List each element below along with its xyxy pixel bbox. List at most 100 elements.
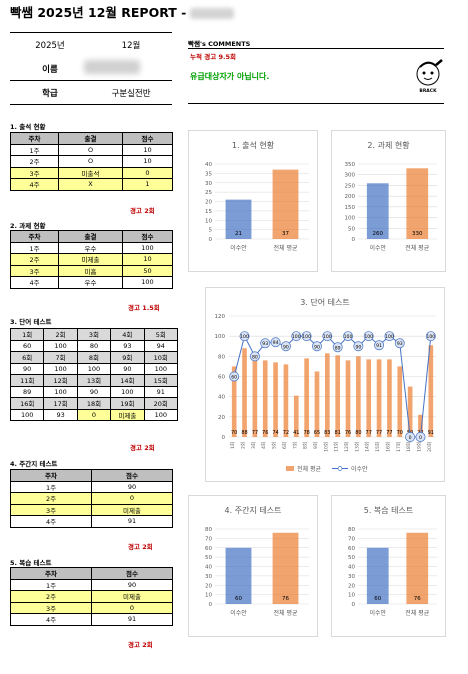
y-tick-label: 0: [209, 602, 213, 608]
data-label: 330: [412, 231, 423, 237]
table-row: 3주 미출석 0: [10, 166, 173, 179]
y-tick-label: 250: [345, 183, 356, 189]
header-cell: 주차: [10, 132, 59, 145]
bar: [407, 386, 413, 437]
legend-swatch: [286, 466, 294, 471]
repeat-status: 유급대상자가 아닙니다.: [190, 72, 270, 81]
weekly-test-warning: 경고 2회: [128, 543, 153, 551]
cumulative-warning: 누적 경고 9.5회: [190, 53, 236, 61]
y-tick-label: 150: [345, 205, 356, 211]
score-cell: 91: [143, 385, 179, 398]
y-tick-label: 60: [218, 375, 225, 381]
table-cell: 4주: [10, 178, 59, 191]
round-label-cell: 19회: [110, 397, 145, 410]
header-cell: 출결: [58, 132, 123, 145]
bar: [366, 359, 372, 437]
data-label: 72: [283, 430, 289, 436]
table-row: 4주 91: [10, 613, 173, 626]
weekly-test-chart: 4. 주간지 테스트 0 10 20 30 40 50 60 70 80 60 이수안 76 전체 평균: [188, 495, 318, 637]
point-label: 91: [376, 343, 382, 349]
line-point: [260, 338, 271, 349]
x-tick-label: 6회: [281, 442, 288, 449]
table-cell: 우수: [58, 241, 123, 254]
homework-table: 주차 출결 점수 1주 우수 100 2주 미제출 10 3주 미흡 50 4주 우수 100: [10, 230, 173, 289]
point-label: 80: [252, 354, 258, 360]
line-point: [394, 338, 405, 349]
line-point: [353, 341, 364, 352]
y-tick-label: 20: [218, 415, 225, 421]
data-label: 60: [235, 596, 242, 602]
y-tick-label: 20: [205, 583, 212, 589]
x-tick-label: 전체 평균: [405, 244, 429, 252]
table-row: 4주 91: [10, 515, 173, 528]
score-cell: 93: [110, 339, 145, 352]
header-cell: 주차: [10, 230, 59, 243]
data-label: 76: [282, 596, 289, 602]
table-cell: 91: [91, 613, 173, 626]
score-cell: 미제출: [110, 408, 145, 421]
table-row: 2주 미제출: [10, 590, 173, 603]
chart-svg: 0 10 20 30 40 50 60 70 80 60 이수안 76 전체 평균: [348, 527, 437, 617]
score-cell: 0: [76, 408, 112, 421]
attendance-warning: 경고 2회: [130, 207, 155, 215]
x-tick-label: 14회: [364, 442, 371, 452]
table-row: 1주 90: [10, 480, 173, 493]
data-label: 70: [231, 430, 237, 436]
y-tick-label: 200: [345, 194, 356, 200]
point-label: 100: [426, 334, 435, 340]
mascot-logo: BRACK: [416, 59, 443, 94]
table-row: 100 93 0 미제출 100: [9, 408, 179, 421]
point-label: 100: [344, 334, 353, 340]
bar: [225, 199, 252, 239]
bar: [406, 168, 429, 239]
y-tick-label: 40: [205, 565, 212, 571]
round-label-cell: 4회: [110, 328, 145, 341]
table-row: 11회 12회 13회 14회 15회: [9, 374, 179, 387]
score-cell: 94: [143, 339, 179, 352]
header-cell: 주차: [10, 469, 92, 482]
header-cell: 점수: [91, 567, 173, 580]
table-cell: 1주: [10, 143, 59, 156]
x-tick-label: 이수안: [230, 244, 247, 252]
table-cell: 3주: [10, 166, 59, 179]
table-cell: 미제출: [91, 503, 173, 516]
table-header: 주차 점수: [10, 567, 173, 580]
y-tick-label: 40: [348, 565, 355, 571]
header-cell: 점수: [122, 132, 173, 145]
table-row: 2주 O 10: [10, 155, 173, 168]
table-cell: O: [58, 155, 123, 168]
table-cell: 3주: [10, 503, 92, 516]
bar: [242, 348, 247, 437]
bar: [304, 358, 309, 437]
point-label: 93: [397, 341, 403, 347]
table-row: 1주 우수 100: [10, 241, 173, 254]
x-tick-label: 이수안: [369, 609, 386, 617]
x-tick-label: 9회: [312, 442, 319, 449]
chart-svg: 0 50 100 150 200 250 300 350 260 이수안 330 전체 평균: [345, 162, 437, 252]
logo-text: BRACK: [419, 88, 437, 94]
table-cell: 1주: [10, 241, 59, 254]
score-cell: 80: [76, 339, 112, 352]
y-tick-label: 0: [209, 237, 213, 243]
score-cell: 100: [43, 362, 78, 375]
table-cell: O: [58, 143, 123, 156]
table-cell: 미흡: [58, 264, 123, 277]
table-row: 2주 미제출 10: [10, 253, 173, 266]
x-tick-label: 13회: [353, 442, 360, 452]
y-tick-label: 80: [348, 527, 355, 533]
table-header: 주차 점수: [10, 469, 173, 482]
bar: [324, 353, 330, 437]
data-label: 78: [303, 430, 309, 436]
bar: [387, 359, 392, 437]
legend-label: 이수안: [351, 465, 368, 473]
round-label-cell: 11회: [9, 374, 45, 387]
line-point: [425, 331, 436, 342]
review-test-warning: 경고 2회: [128, 641, 153, 649]
bar: [418, 414, 423, 437]
attendance-table: 주차 출결 점수 1주 O 10 2주 O 10 3주 미출석 0 4주 X 1: [10, 132, 173, 191]
x-tick-label: 5회: [271, 442, 278, 449]
attendance-title: 1. 출석 현황: [10, 123, 46, 131]
round-label-cell: 20회: [143, 397, 179, 410]
table-cell: 1: [122, 178, 173, 191]
round-label-cell: 6회: [9, 351, 45, 364]
